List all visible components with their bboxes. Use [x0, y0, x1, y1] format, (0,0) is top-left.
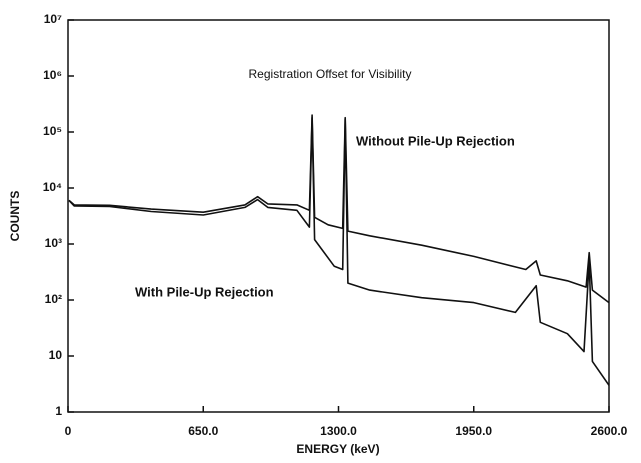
- series-label: With Pile-Up Rejection: [135, 284, 274, 299]
- y-tick-label: 1: [55, 404, 62, 418]
- x-tick-label: 2600.0: [591, 424, 628, 438]
- annotation: Registration Offset for Visibility: [249, 67, 412, 81]
- x-tick-label: 0: [65, 424, 72, 438]
- series-line: [68, 116, 610, 386]
- x-tick-label: 650.0: [188, 424, 218, 438]
- x-tick-label: 1950.0: [455, 424, 492, 438]
- y-tick-label: 10²: [45, 292, 62, 306]
- y-tick-label: 10: [49, 348, 63, 362]
- y-tick-label: 10⁵: [43, 124, 62, 138]
- y-tick-label: 10³: [45, 236, 62, 250]
- y-tick-label: 10⁴: [43, 180, 62, 194]
- y-tick-label: 10⁶: [43, 68, 62, 82]
- x-axis-title: ENERGY (keV): [296, 442, 379, 456]
- series-label: Without Pile-Up Rejection: [356, 133, 515, 148]
- series-line: [68, 114, 610, 304]
- y-axis-title: COUNTS: [8, 191, 22, 242]
- y-tick-label: 10⁷: [44, 12, 62, 26]
- x-tick-label: 1300.0: [320, 424, 357, 438]
